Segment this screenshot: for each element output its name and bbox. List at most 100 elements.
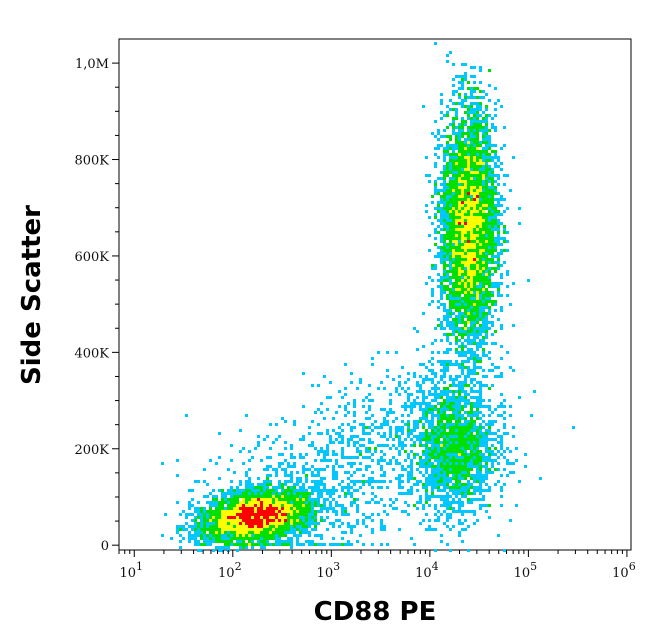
data-point [344,495,347,498]
data-point [458,228,461,231]
data-point [467,423,470,426]
data-point [449,513,452,516]
data-point [467,132,470,135]
data-point [473,168,476,171]
data-point [278,525,281,528]
data-point [287,465,290,468]
data-point [179,540,182,543]
data-point [221,540,224,543]
data-point [431,465,434,468]
data-point [419,498,422,501]
data-point [476,207,479,210]
data-point [449,231,452,234]
data-point [476,162,479,165]
data-point [425,468,428,471]
data-point [455,141,458,144]
data-point [290,510,293,513]
data-point [200,534,203,537]
data-point [446,231,449,234]
x-tick-label: 105 [514,560,538,581]
data-point [251,483,254,486]
data-point [449,237,452,240]
data-point [497,165,500,168]
data-point [479,153,482,156]
data-point [476,279,479,282]
data-point [464,420,467,423]
data-point [506,231,509,234]
data-point [272,537,275,540]
data-point [254,504,257,507]
data-point [437,435,440,438]
data-point [458,423,461,426]
data-point [443,315,446,318]
data-point [494,342,497,345]
data-point [179,525,182,528]
data-point [473,234,476,237]
data-point [422,504,425,507]
data-point [410,537,413,540]
data-point [476,129,479,132]
data-point [422,399,425,402]
data-point [437,306,440,309]
data-point [458,168,461,171]
data-point [464,234,467,237]
data-point [461,234,464,237]
data-point [452,183,455,186]
data-point [461,264,464,267]
data-point [437,414,440,417]
data-point [470,168,473,171]
data-point [476,168,479,171]
data-point [236,543,239,546]
data-point [464,75,467,78]
data-point [218,504,221,507]
data-point [479,396,482,399]
data-point [497,285,500,288]
data-point [416,423,419,426]
data-point [494,240,497,243]
data-point [392,378,395,381]
data-point [497,414,500,417]
data-point [494,330,497,333]
data-point [491,144,494,147]
data-point [440,135,443,138]
data-point [500,195,503,198]
data-point [479,435,482,438]
data-point [311,504,314,507]
data-point [443,207,446,210]
data-point [449,138,452,141]
data-point [443,459,446,462]
data-point [491,234,494,237]
data-point [242,498,245,501]
data-point [491,210,494,213]
data-point [242,489,245,492]
data-point [266,543,269,546]
data-point [482,489,485,492]
data-point [467,180,470,183]
data-point [488,357,491,360]
data-point [482,153,485,156]
data-point [419,432,422,435]
data-point [440,111,443,114]
data-point [224,534,227,537]
data-point [482,138,485,141]
data-point [257,492,260,495]
data-point [293,528,296,531]
data-point [479,207,482,210]
data-point [440,282,443,285]
data-point [485,171,488,174]
data-point [476,360,479,363]
data-point [197,501,200,504]
data-point [344,387,347,390]
data-point [464,411,467,414]
data-point [467,462,470,465]
data-point [350,465,353,468]
data-point [275,492,278,495]
data-point [467,270,470,273]
data-point [488,195,491,198]
data-point [464,183,467,186]
data-point [368,408,371,411]
data-point [491,183,494,186]
data-point [452,498,455,501]
data-point [479,357,482,360]
data-point [362,423,365,426]
